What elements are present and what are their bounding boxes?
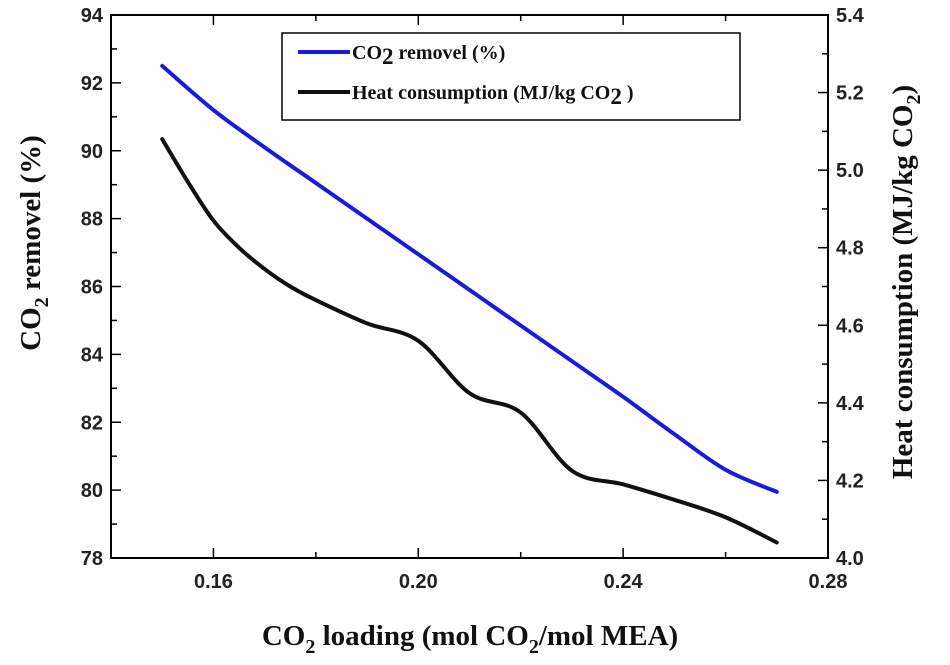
series-line-heat-consumption (160, 137, 779, 545)
y-left-tick-label: 94 (81, 5, 104, 27)
y-right-tick-label: 4.0 (836, 548, 864, 570)
y-right-tick-label: 4.8 (836, 238, 864, 260)
tick-labels: 0.16 0.20 0.24 0.28 78 80 82 84 86 88 90 92 94 4.0 4.2… (81, 5, 865, 593)
y-left-tick-label: 92 (81, 73, 103, 95)
y-right-tick-label: 5.0 (836, 160, 864, 182)
x-tick-label: 0.20 (399, 571, 438, 593)
x-axis-label: CO2 loading (mol CO2/mol MEA) (262, 620, 678, 658)
legend-label-co2-removel: CO2 removel (%) (352, 42, 505, 69)
y-left-tick-label: 88 (81, 209, 103, 231)
tick-marks (110, 14, 829, 559)
x-tick-label: 0.24 (604, 571, 644, 593)
y-left-tick-label: 78 (81, 548, 103, 570)
y-axis-right-label: Heat consumption (MJ/kg CO2) (887, 85, 925, 479)
y-left-tick-label: 80 (81, 480, 103, 502)
x-tick-label: 0.16 (194, 571, 233, 593)
y-left-tick-label: 82 (81, 412, 103, 434)
y-right-tick-label: 5.4 (836, 5, 865, 27)
y-right-tick-label: 4.4 (836, 393, 865, 415)
legend-box (281, 32, 741, 121)
legend: CO2 removel (%) Heat consumption (MJ/kg … (281, 32, 741, 121)
y-right-tick-label: 4.6 (836, 315, 864, 337)
legend-label-heat-consumption: Heat consumption (MJ/kg CO2 ) (352, 82, 634, 109)
x-tick-label: 0.28 (809, 571, 848, 593)
series-line-co2-removel (160, 63, 779, 494)
y-right-tick-label: 4.2 (836, 470, 864, 492)
y-left-tick-label: 90 (81, 141, 103, 163)
y-left-tick-label: 86 (81, 277, 103, 299)
y-left-tick-label: 84 (81, 344, 104, 366)
series-layer (160, 63, 779, 545)
y-axis-left-label: CO2 removel (%) (15, 135, 53, 351)
y-right-tick-label: 5.2 (836, 83, 864, 105)
